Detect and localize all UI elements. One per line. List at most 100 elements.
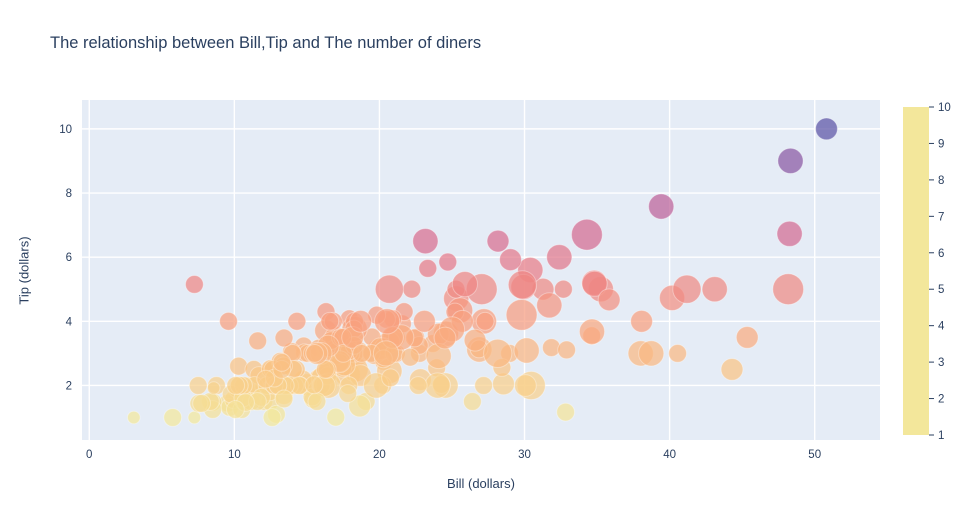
colorbar-tick-label: 8: [938, 175, 944, 187]
colorbar-tick-label: 6: [938, 248, 944, 260]
data-point: [163, 408, 183, 427]
data-point: [374, 308, 401, 335]
data-point: [735, 326, 759, 349]
y-tick-label: 6: [66, 252, 72, 264]
data-point: [772, 273, 805, 306]
colorbar-tick-label: 3: [938, 357, 944, 369]
data-point: [486, 229, 510, 253]
x-tick-label: 0: [86, 449, 92, 461]
data-point: [720, 358, 744, 381]
data-point: [349, 309, 373, 333]
y-axis-title: Tip (dollars): [16, 236, 32, 305]
data-point: [815, 117, 838, 141]
data-point: [438, 252, 458, 272]
data-point: [338, 384, 358, 403]
data-point: [226, 400, 245, 419]
data-point: [274, 328, 294, 348]
data-point: [226, 376, 246, 395]
data-point: [262, 408, 282, 427]
colorbar-tick-label: 7: [938, 211, 944, 223]
data-point: [451, 271, 478, 298]
y-tick-label: 10: [59, 124, 72, 136]
data-point: [505, 299, 538, 331]
data-point: [248, 331, 268, 351]
colorbar-tick-label: 1: [938, 430, 944, 442]
data-point: [475, 311, 495, 331]
data-point: [513, 337, 540, 364]
data-point: [668, 344, 687, 363]
data-point: [556, 402, 575, 422]
data-point: [554, 279, 573, 299]
data-point: [578, 318, 606, 345]
data-point: [413, 309, 436, 333]
data-point: [581, 270, 608, 297]
data-point: [474, 376, 494, 395]
x-tick-label: 40: [663, 449, 676, 461]
data-point: [638, 340, 665, 367]
chart-title: The relationship between Bill,Tip and Th…: [50, 34, 482, 52]
data-point: [229, 356, 249, 376]
data-point: [557, 340, 576, 360]
data-point: [400, 347, 420, 367]
data-point: [348, 394, 372, 418]
data-point: [499, 248, 522, 272]
colorbar-tick-label: 4: [938, 321, 945, 333]
data-point: [536, 292, 563, 319]
data-point: [287, 311, 307, 331]
data-point: [305, 344, 325, 363]
colorbar-tick-label: 2: [938, 394, 944, 406]
data-point: [307, 392, 327, 411]
data-point: [571, 218, 603, 251]
data-point: [315, 360, 335, 379]
data-point: [514, 374, 537, 397]
data-point: [507, 270, 538, 300]
data-point: [701, 276, 728, 303]
data-point: [274, 389, 294, 409]
data-point: [326, 407, 346, 427]
data-point: [127, 410, 141, 425]
data-point: [412, 228, 439, 255]
x-axis-title: Bill (dollars): [447, 476, 515, 491]
data-point: [483, 338, 513, 368]
data-point: [424, 372, 451, 399]
data-point: [372, 340, 400, 367]
data-point: [630, 309, 653, 333]
colorbar: [903, 107, 929, 435]
data-point: [408, 376, 428, 395]
colorbar-tick-label: 5: [938, 284, 944, 296]
x-tick-label: 50: [808, 449, 821, 461]
colorbar-tick-label: 9: [938, 138, 944, 150]
y-tick-label: 2: [66, 380, 72, 392]
data-point: [463, 392, 482, 411]
data-point: [777, 147, 804, 174]
data-point: [374, 274, 404, 304]
data-point: [304, 375, 324, 395]
data-point: [433, 326, 457, 350]
data-point: [185, 275, 204, 294]
data-point: [187, 410, 202, 425]
data-point: [672, 274, 702, 304]
data-point: [192, 394, 212, 413]
data-point: [546, 244, 573, 271]
data-point: [320, 311, 340, 331]
data-point: [219, 311, 238, 331]
x-tick-label: 30: [518, 449, 531, 461]
data-point: [352, 344, 372, 363]
data-point: [463, 328, 487, 352]
data-point: [256, 369, 276, 389]
data-point: [776, 220, 803, 247]
data-point: [418, 259, 438, 278]
colorbar-tick-label: 10: [938, 102, 951, 114]
data-point: [188, 376, 208, 395]
y-tick-label: 8: [66, 188, 72, 200]
data-point: [597, 288, 621, 312]
data-point: [206, 381, 221, 395]
data-point: [402, 279, 422, 299]
data-point: [648, 193, 675, 220]
data-point: [381, 368, 400, 388]
x-tick-label: 20: [373, 449, 386, 461]
x-tick-label: 10: [228, 449, 241, 461]
y-tick-label: 4: [66, 316, 73, 328]
